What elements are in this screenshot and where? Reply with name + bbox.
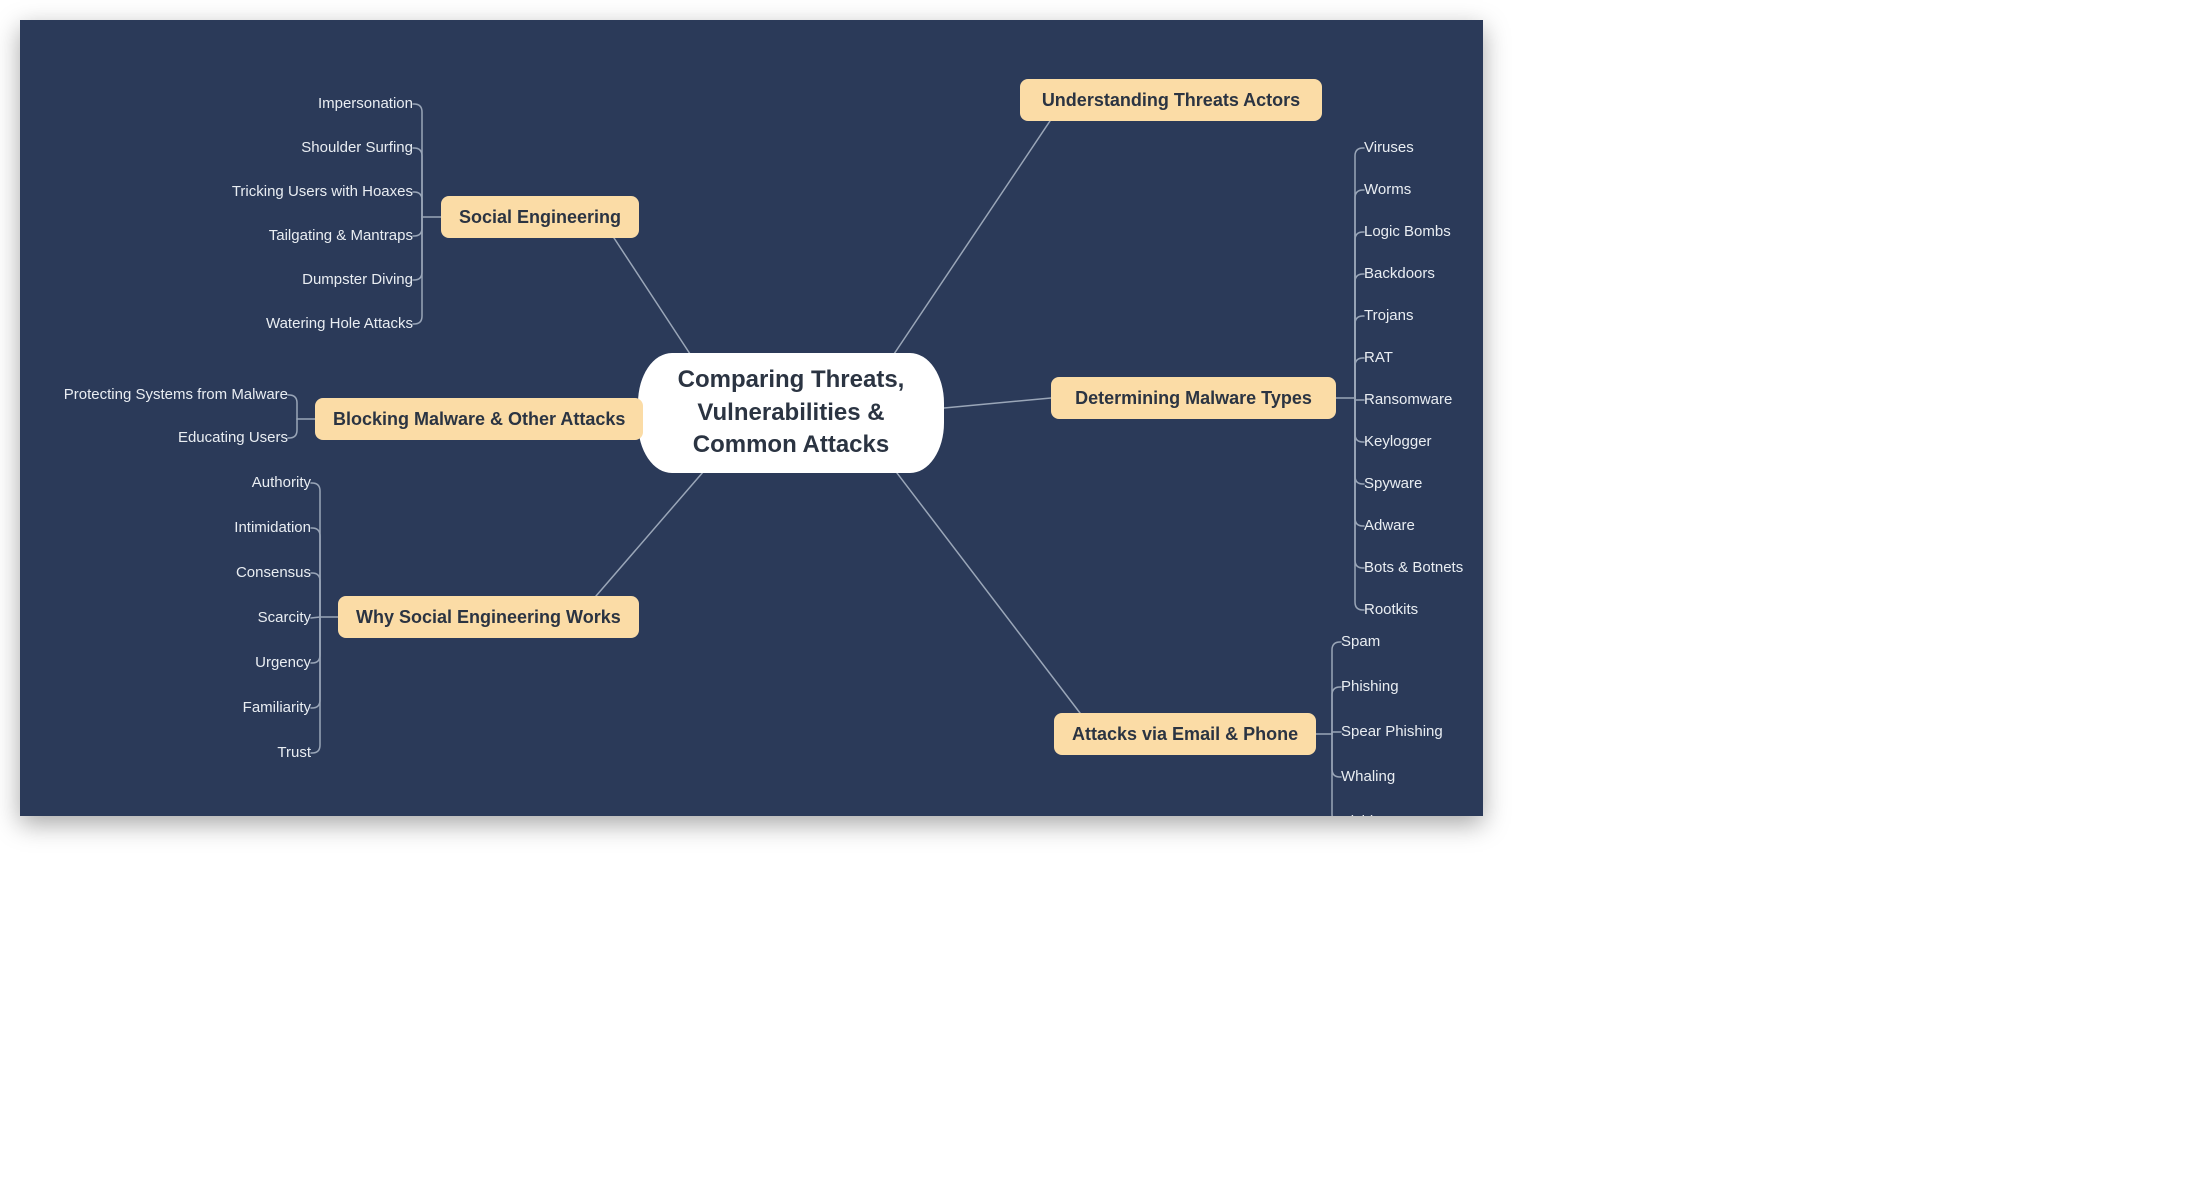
leaf-malware-types-11: Rootkits	[1364, 601, 1418, 618]
leaf-why-works-4: Urgency	[255, 654, 311, 671]
leaf-why-works-6: Trust	[277, 744, 311, 761]
branch-social-eng: Social Engineering	[441, 196, 639, 238]
leaf-malware-types-0: Viruses	[1364, 139, 1414, 156]
leaf-malware-types-10: Bots & Botnets	[1364, 559, 1463, 576]
leaf-email-phone-3: Whaling	[1341, 768, 1395, 785]
leaf-why-works-5: Familiarity	[243, 699, 311, 716]
leaf-social-eng-1: Shoulder Surfing	[301, 139, 413, 156]
leaf-malware-types-9: Adware	[1364, 517, 1415, 534]
branch-malware-types: Determining Malware Types	[1051, 377, 1336, 419]
mindmap-frame: Comparing Threats,Vulnerabilities &Commo…	[20, 20, 1483, 816]
branch-why-works: Why Social Engineering Works	[338, 596, 639, 638]
leaf-malware-types-4: Trojans	[1364, 307, 1413, 324]
leaf-social-eng-2: Tricking Users with Hoaxes	[232, 183, 413, 200]
leaf-malware-types-6: Ransomware	[1364, 391, 1452, 408]
leaf-malware-types-5: RAT	[1364, 349, 1393, 366]
leaf-social-eng-5: Watering Hole Attacks	[266, 315, 413, 332]
branch-understanding: Understanding Threats Actors	[1020, 79, 1322, 121]
branch-blocking: Blocking Malware & Other Attacks	[315, 398, 643, 440]
center-node: Comparing Threats,Vulnerabilities &Commo…	[638, 353, 944, 473]
leaf-why-works-3: Scarcity	[258, 609, 311, 626]
leaf-email-phone-4: Vishing	[1341, 813, 1390, 816]
leaf-blocking-1: Educating Users	[178, 429, 288, 446]
leaf-social-eng-3: Tailgating & Mantraps	[269, 227, 413, 244]
leaf-email-phone-2: Spear Phishing	[1341, 723, 1443, 740]
leaf-why-works-1: Intimidation	[234, 519, 311, 536]
leaf-social-eng-4: Dumpster Diving	[302, 271, 413, 288]
leaf-malware-types-8: Spyware	[1364, 475, 1422, 492]
leaf-malware-types-7: Keylogger	[1364, 433, 1432, 450]
leaf-why-works-2: Consensus	[236, 564, 311, 581]
leaf-why-works-0: Authority	[252, 474, 311, 491]
leaf-malware-types-1: Worms	[1364, 181, 1411, 198]
leaf-email-phone-1: Phishing	[1341, 678, 1399, 695]
leaf-email-phone-0: Spam	[1341, 633, 1380, 650]
leaf-malware-types-2: Logic Bombs	[1364, 223, 1451, 240]
branch-email-phone: Attacks via Email & Phone	[1054, 713, 1316, 755]
leaf-malware-types-3: Backdoors	[1364, 265, 1435, 282]
leaf-blocking-0: Protecting Systems from Malware	[64, 386, 288, 403]
leaf-social-eng-0: Impersonation	[318, 95, 413, 112]
mindmap-canvas: Comparing Threats,Vulnerabilities &Commo…	[20, 20, 1483, 816]
